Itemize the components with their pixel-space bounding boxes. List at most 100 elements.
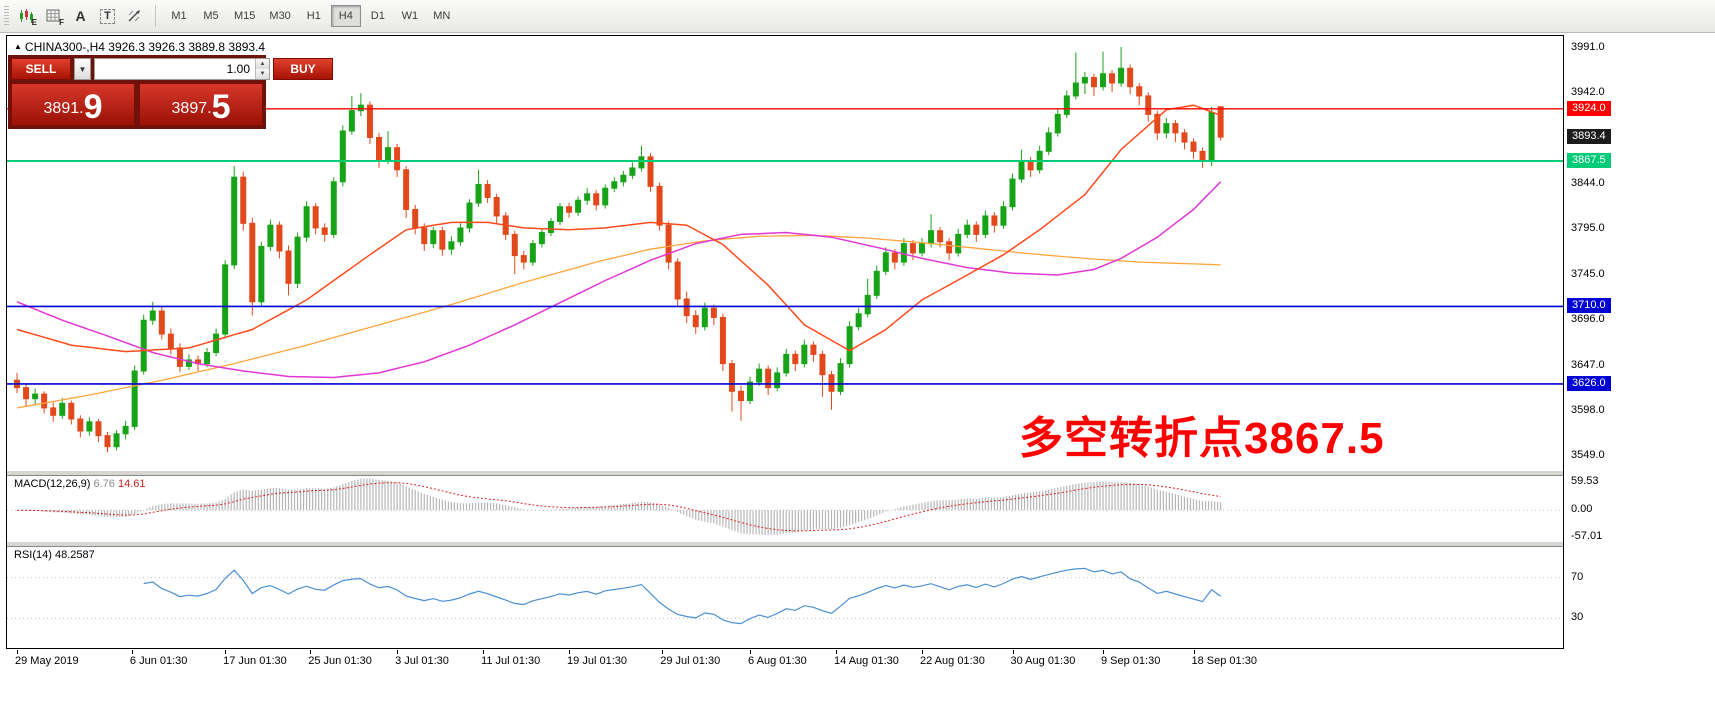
time-axis-label: 17 Jun 01:30 <box>223 655 287 667</box>
time-axis-label: 19 Jul 01:30 <box>567 655 627 667</box>
macd-histogram <box>19 478 1222 536</box>
timeframe-h1-button[interactable]: H1 <box>306 10 321 22</box>
time-tick <box>662 650 664 654</box>
time-axis-label: 14 Aug 01:30 <box>834 655 899 667</box>
price-tick: 3991.0 <box>1571 41 1605 53</box>
chart-window: ▲ CHINA300-,H4 3926.3 3926.3 3889.8 3893.… <box>0 33 1715 727</box>
time-axis-label: 6 Jun 01:30 <box>129 655 188 667</box>
time-tick <box>836 650 838 654</box>
time-tick <box>922 650 923 654</box>
time-tick <box>1012 650 1014 654</box>
time-axis-label: 11 Jul 01:30 <box>481 655 541 667</box>
time-axis-label: 25 Jun 01:30 <box>308 655 372 667</box>
candlestick-chart-icon-subscript: E <box>31 18 37 27</box>
candlestick-chart[interactable] <box>7 36 1563 471</box>
time-axis-label: 29 Jul 01:30 <box>660 655 721 667</box>
indicator-grid-icon-subscript: F <box>59 18 64 27</box>
time-tick <box>1193 650 1195 654</box>
time-axis-label: 9 Sep 01:30 <box>1101 655 1161 667</box>
chart-frame: ▲ CHINA300-,H4 3926.3 3926.3 3889.8 3893.… <box>6 35 1564 649</box>
price-tick: 3696.0 <box>1571 313 1605 326</box>
time-axis[interactable]: 29 May 2019 6 Jun 01:30 17 Jun 01:30 25 Jun… <box>6 650 1566 674</box>
time-axis-label: 29 May 2019 <box>15 655 79 667</box>
time-tick <box>483 650 485 654</box>
time-tick <box>310 650 312 654</box>
pane-splitter[interactable] <box>7 471 1563 475</box>
time-tick <box>569 650 571 654</box>
volume-input[interactable] <box>95 59 255 79</box>
volume-field: ▲ ▼ <box>94 58 270 80</box>
macd-scale-top: 59.53 <box>1571 475 1599 487</box>
time-axis-label: 30 Aug 01:30 <box>1010 655 1076 667</box>
price-scale[interactable]: 3991.0 3942.0 3844.0 3795.0 3745.0 3696.0 3647… <box>1566 35 1715 649</box>
price-tick: 3942.0 <box>1571 86 1605 99</box>
rsi-label: RSI(14) 48.2587 <box>14 549 95 561</box>
macd-label: MACD(12,26,9) 6.76 14.61 <box>14 478 146 490</box>
chart-symbol-icon: ▲ <box>14 42 22 51</box>
volume-increase-button[interactable]: ▲ <box>256 59 269 69</box>
time-tick <box>17 650 18 654</box>
timeframe-m5-button[interactable]: M5 <box>203 10 219 22</box>
toolbar-separator <box>155 5 156 27</box>
macd-signal-line <box>16 482 1221 532</box>
timeframe-m15-button[interactable]: M15 <box>234 10 256 22</box>
sell-price-main: 3891. <box>43 100 84 117</box>
rsi-level-label: 30 <box>1571 611 1584 624</box>
drawing-tools-icon[interactable] <box>121 4 148 28</box>
price-badge: 3867.5 <box>1567 153 1611 168</box>
time-axis-label: 22 Aug 01:30 <box>920 655 985 667</box>
price-tick: 3795.0 <box>1571 221 1605 234</box>
timeframe-m30-button[interactable]: M30 <box>269 10 291 22</box>
time-tick <box>131 650 133 654</box>
price-tick: 3844.0 <box>1571 176 1605 189</box>
price-tick: 3745.0 <box>1571 268 1605 281</box>
text-label-icon[interactable]: T <box>94 4 121 28</box>
volume-decrease-button[interactable]: ▼ <box>256 69 269 79</box>
sell-price-pip: 9 <box>83 88 103 126</box>
time-axis-label: 3 Jul 01:30 <box>395 655 449 667</box>
chart-annotation-text[interactable]: 多空转折点3867.5 <box>1019 414 1385 463</box>
price-badge: 3924.0 <box>1567 100 1611 116</box>
macd-plot[interactable] <box>7 476 1563 542</box>
indicator-grid-icon[interactable]: F <box>40 4 67 28</box>
rsi-level-label: 70 <box>1571 570 1584 583</box>
time-tick <box>397 650 399 654</box>
toolbar-grip[interactable] <box>4 6 9 26</box>
price-badge: 3893.4 <box>1567 129 1611 145</box>
horizontal-lines[interactable] <box>7 108 1563 385</box>
volume-dropdown-button[interactable]: ▼ <box>74 58 91 80</box>
timeframe-button-group: M1 M5 M15 M30 H1 H4 D1 W1 MN <box>163 5 458 27</box>
time-tick <box>750 650 752 654</box>
chevron-down-icon: ▼ <box>78 64 87 74</box>
price-badge: 3710.0 <box>1567 298 1611 314</box>
candlestick-chart-icon[interactable]: E <box>13 4 40 28</box>
buy-button[interactable]: BUY <box>273 58 333 80</box>
font-icon[interactable]: A <box>75 8 86 24</box>
price-tick: 3647.0 <box>1571 358 1605 371</box>
rsi-pane[interactable]: RSI(14) 48.2587 <box>7 546 1563 648</box>
pane-splitter[interactable] <box>7 542 1563 546</box>
sell-button[interactable]: SELL <box>11 58 71 80</box>
price-badge: 3626.0 <box>1567 375 1611 391</box>
rsi-plot[interactable] <box>7 547 1563 648</box>
candles <box>14 47 1224 453</box>
timeframe-m1-button[interactable]: M1 <box>171 10 187 22</box>
one-click-trade-panel: SELL ▼ ▲ ▼ BUY 3891.9 3897.5 <box>8 55 333 129</box>
time-tick <box>1103 650 1104 654</box>
macd-scale-bottom: -57.01 <box>1571 530 1603 542</box>
macd-pane[interactable]: MACD(12,26,9) 6.76 14.61 <box>7 475 1563 542</box>
volume-spinner: ▲ ▼ <box>255 59 269 79</box>
price-tick: 3598.0 <box>1571 403 1605 416</box>
timeframe-d1-button[interactable]: D1 <box>370 10 385 22</box>
sell-price-button[interactable]: 3891. 9 <box>11 83 135 126</box>
buy-price-main: 3897. <box>171 100 212 117</box>
timeframe-mn-button[interactable]: MN <box>433 10 451 22</box>
macd-scale-zero: 0.00 <box>1571 503 1593 516</box>
price-pane[interactable]: ▲ CHINA300-,H4 3926.3 3926.3 3889.8 3893.… <box>7 36 1563 471</box>
timeframe-h4-button[interactable]: H4 <box>330 5 361 27</box>
timeframe-w1-button[interactable]: W1 <box>401 10 419 22</box>
time-axis-label: 6 Aug 01:30 <box>748 655 807 667</box>
buy-price-button[interactable]: 3897. 5 <box>139 83 263 126</box>
